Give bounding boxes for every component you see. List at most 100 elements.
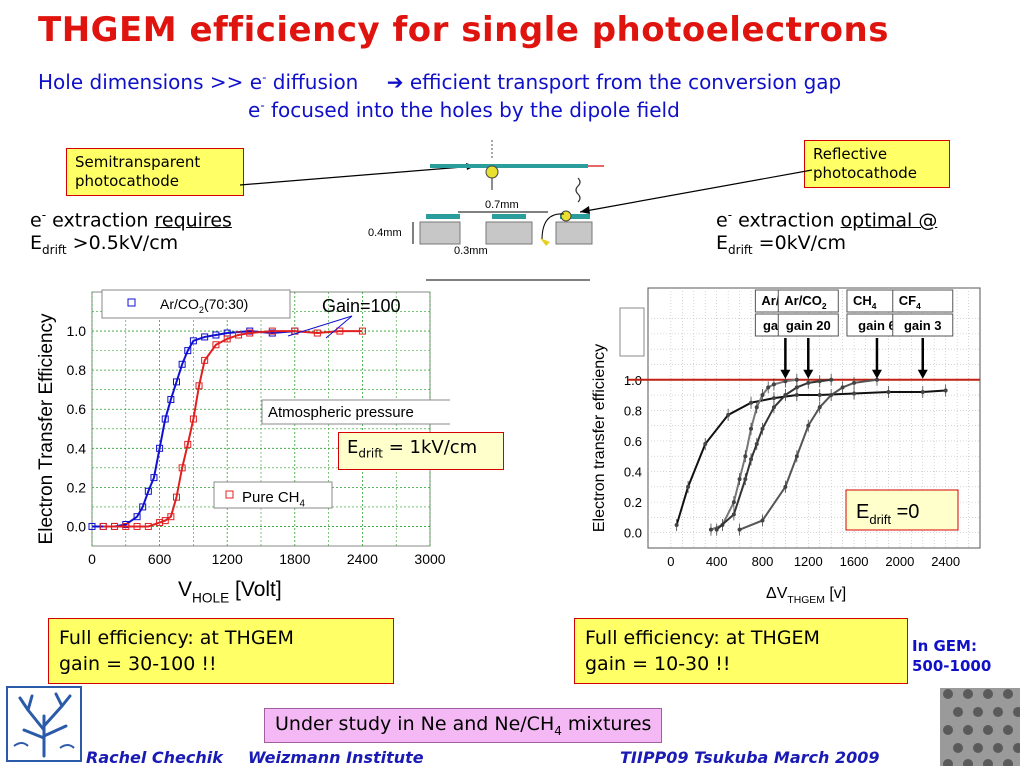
data-point <box>829 377 834 382</box>
data-point <box>674 523 679 528</box>
data-point <box>150 474 158 482</box>
left-summary-box: Full efficiency: at THGEM gain = 30-100 !… <box>48 618 394 684</box>
semitransparent-label: Semitransparent photocathode <box>66 148 244 196</box>
data-point <box>173 378 180 386</box>
arrow-head <box>803 369 814 379</box>
data-point <box>874 377 879 382</box>
x-tick-label: 2000 <box>885 554 914 569</box>
data-point <box>760 426 765 431</box>
data-point <box>189 415 197 423</box>
data-point <box>840 385 845 390</box>
x-tick-label: 1200 <box>794 554 823 569</box>
data-point <box>184 440 192 448</box>
data-point <box>161 415 169 423</box>
annotation-pointer <box>325 315 353 339</box>
gas-name: Ar/CO2 <box>784 293 827 311</box>
left-extraction-text: e- extraction requires Edrift >0.5kV/cm <box>30 208 232 258</box>
gain-label: gain 20 <box>786 318 831 333</box>
x-tick-label: 0 <box>667 554 674 569</box>
data-point <box>760 393 765 398</box>
data-point <box>122 522 130 530</box>
data-point <box>178 464 186 472</box>
subtitle-text: Hole dimensions >> e <box>38 70 263 94</box>
data-point <box>234 331 242 339</box>
data-point <box>212 331 220 339</box>
arrow-right-icon: ➔ <box>386 70 404 94</box>
data-point <box>184 347 192 355</box>
data-point <box>686 484 691 489</box>
data-point <box>794 454 799 459</box>
footer-author: Rachel Chechik <box>86 748 223 767</box>
data-point <box>133 513 141 521</box>
data-point <box>726 412 731 417</box>
data-point <box>817 393 822 398</box>
electron-icon <box>560 210 572 222</box>
data-point <box>817 379 822 384</box>
edrift-zero-box <box>845 489 959 531</box>
data-point <box>144 487 152 495</box>
data-point <box>749 426 754 431</box>
data-point <box>313 329 321 337</box>
x-tick-label: 2400 <box>347 551 378 567</box>
x-tick-label: 1600 <box>840 554 869 569</box>
data-point <box>161 517 169 525</box>
semitransparent-cathode <box>430 164 588 168</box>
subtitle-text: efficient transport from the conversion … <box>409 70 842 94</box>
dim-07-label: 0.7mm <box>485 199 519 211</box>
subtitle-line-2: e- focused into the holes by the dipole … <box>248 98 680 122</box>
x-tick-label: 1200 <box>212 551 243 567</box>
edrift-zero-label: Edrift =0 <box>856 501 919 527</box>
data-point <box>783 484 788 489</box>
data-point <box>133 522 141 530</box>
data-point <box>212 341 220 349</box>
y-tick-label: 0.4 <box>67 440 87 456</box>
legend-label: Ar/CO2(70:30) <box>160 296 248 315</box>
edrift-box: Edrift = 1kV/cm <box>338 432 504 470</box>
data-point <box>99 522 107 530</box>
gem-note: In GEM: 500-1000 <box>912 637 992 675</box>
x-tick-label: 3000 <box>414 551 445 567</box>
footer-event: TIIPP09 Tsukuba March 2009 <box>620 748 880 767</box>
y-tick-label: 0.8 <box>624 403 642 418</box>
data-point <box>794 385 799 390</box>
data-point <box>737 477 742 482</box>
thgem-electrode <box>555 221 593 245</box>
data-point <box>156 444 164 452</box>
gas-name: CH4 <box>853 293 877 311</box>
subtitle-line-1: Hole dimensions >> e- diffusion ➔ effici… <box>38 70 841 94</box>
thgem-electrode <box>485 221 533 245</box>
study-note: Under study in Ne and Ne/CH4 mixtures <box>264 708 663 743</box>
data-point <box>754 442 759 446</box>
annotation-pointer <box>287 315 353 337</box>
y-axis-label: Electron Transfer Efficiency <box>36 313 57 544</box>
data-point <box>737 527 742 532</box>
data-point <box>223 335 231 343</box>
subtitle-text: e <box>248 98 261 122</box>
data-point <box>88 522 96 530</box>
y-tick-label: 0.0 <box>624 526 642 541</box>
legend-label: Pure CH4 <box>242 489 306 510</box>
data-point <box>246 329 254 337</box>
data-point <box>336 327 344 335</box>
x-tick-label: 1800 <box>279 551 310 567</box>
series-line <box>739 378 878 531</box>
data-point <box>268 327 276 335</box>
series-1 <box>708 373 799 536</box>
y-tick-label: 0.2 <box>624 495 642 510</box>
data-point <box>111 522 119 530</box>
x-tick-label: 400 <box>706 554 728 569</box>
page-title: THGEM efficiency for single photoelectro… <box>38 10 889 50</box>
dim-03-label: 0.3mm <box>454 245 488 257</box>
x-tick-label: 2400 <box>931 554 960 569</box>
thgem-electrode <box>419 221 461 245</box>
data-point <box>794 393 799 398</box>
pointer-line <box>579 169 813 213</box>
gas-box <box>892 289 954 313</box>
data-point <box>749 457 754 462</box>
arrow-head <box>580 206 590 214</box>
data-point <box>754 405 759 410</box>
data-point <box>771 396 776 401</box>
arrow-head <box>871 369 882 379</box>
thgem-holes-photo <box>940 688 1020 766</box>
weizmann-logo <box>6 686 82 762</box>
